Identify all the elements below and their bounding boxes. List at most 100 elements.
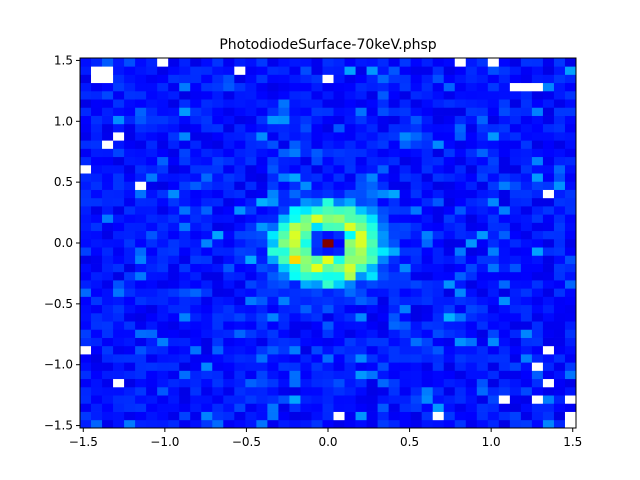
heatmap-cell: [355, 403, 367, 412]
heatmap-cell: [135, 337, 147, 347]
heatmap-cell: [531, 395, 544, 404]
heatmap-cell: [344, 74, 356, 84]
heatmap-cell: [377, 156, 390, 166]
heatmap-cell: [553, 362, 566, 371]
heatmap-cell: [124, 337, 136, 347]
heatmap-cell: [245, 321, 257, 330]
heatmap-cell: [212, 419, 224, 429]
heatmap-cell: [256, 403, 268, 412]
heatmap-cell: [322, 140, 334, 149]
heatmap-cell: [234, 255, 246, 264]
heatmap-cell: [564, 181, 577, 190]
heatmap-cell: [201, 230, 213, 240]
heatmap-cell: [476, 132, 489, 141]
heatmap-cell: [366, 255, 378, 264]
heatmap-cell: [124, 90, 136, 100]
heatmap-cell: [157, 74, 169, 84]
heatmap-cell: [520, 329, 533, 338]
heatmap-cell: [410, 362, 423, 371]
heatmap-cell: [212, 403, 224, 412]
heatmap-cell: [179, 419, 191, 429]
heatmap-cell: [311, 345, 323, 355]
heatmap-cell: [531, 419, 544, 429]
heatmap-cell: [564, 329, 577, 338]
heatmap-cell: [542, 66, 555, 75]
heatmap-cell: [311, 90, 323, 100]
heatmap-cell: [443, 288, 456, 297]
heatmap-cell: [113, 370, 125, 380]
heatmap-cell: [234, 337, 246, 347]
heatmap-cell: [179, 222, 191, 232]
heatmap-cell: [322, 345, 334, 355]
heatmap-cell: [201, 304, 213, 314]
heatmap-cell: [234, 321, 246, 330]
heatmap-cell: [135, 222, 147, 232]
heatmap-cell: [542, 263, 555, 273]
heatmap-cell: [256, 321, 268, 330]
heatmap-cell: [322, 247, 334, 256]
heatmap-cell: [179, 345, 191, 355]
heatmap-cell: [267, 197, 279, 207]
heatmap-cell: [377, 312, 390, 322]
heatmap-cell: [410, 189, 423, 199]
heatmap-cell: [531, 321, 544, 330]
heatmap-cell: [267, 90, 279, 100]
heatmap-cell: [498, 280, 511, 289]
heatmap-cell: [322, 354, 334, 363]
heatmap-cell: [311, 206, 323, 215]
heatmap-cell: [476, 247, 489, 256]
heatmap-cell: [520, 197, 533, 207]
heatmap-cell: [553, 255, 566, 264]
heatmap-cell: [278, 247, 290, 256]
heatmap-cell: [256, 296, 268, 306]
heatmap-cell: [245, 66, 257, 75]
heatmap-cell: [179, 107, 191, 116]
heatmap-cell: [168, 214, 180, 223]
heatmap-cell: [509, 263, 522, 273]
heatmap-cell: [564, 395, 577, 404]
heatmap-cell: [190, 329, 202, 338]
heatmap-cell: [146, 66, 158, 75]
heatmap-cell: [234, 90, 246, 100]
heatmap-cell: [399, 181, 412, 190]
heatmap-cell: [322, 107, 334, 116]
heatmap-cell: [157, 329, 169, 338]
heatmap-cell: [80, 395, 92, 404]
heatmap-cell: [157, 395, 169, 404]
heatmap-cell: [157, 222, 169, 232]
heatmap-cell: [157, 82, 169, 92]
heatmap-cell: [80, 74, 92, 84]
heatmap-cell: [168, 395, 180, 404]
heatmap-cell: [289, 370, 301, 380]
heatmap-cell: [355, 206, 367, 215]
heatmap-cell: [355, 230, 367, 240]
heatmap-cell: [179, 370, 191, 380]
heatmap-cell: [146, 82, 158, 92]
heatmap-cell: [564, 238, 577, 248]
heatmap-cell: [80, 197, 92, 207]
heatmap-cell: [190, 345, 202, 355]
heatmap-cell: [146, 271, 158, 281]
heatmap-cell: [399, 403, 412, 412]
heatmap-cell: [212, 164, 224, 174]
heatmap-cell: [80, 345, 92, 355]
heatmap-cell: [465, 354, 478, 363]
heatmap-cell: [498, 337, 511, 347]
heatmap-cell: [146, 329, 158, 338]
heatmap-cell: [322, 189, 334, 199]
x-tick-label: 1.5: [563, 435, 582, 449]
heatmap-cell: [146, 312, 158, 322]
heatmap-cell: [333, 370, 345, 380]
heatmap-cell: [223, 156, 235, 166]
heatmap-cell: [311, 321, 323, 330]
heatmap-cell: [564, 164, 577, 174]
heatmap-cell: [124, 263, 136, 273]
heatmap-cell: [289, 329, 301, 338]
heatmap-cell: [432, 148, 445, 158]
heatmap-cell: [520, 189, 533, 199]
heatmap-cell: [179, 271, 191, 281]
heatmap-cell: [223, 132, 235, 141]
heatmap-cell: [531, 173, 544, 182]
heatmap-cell: [366, 403, 378, 412]
heatmap-cell: [157, 107, 169, 116]
